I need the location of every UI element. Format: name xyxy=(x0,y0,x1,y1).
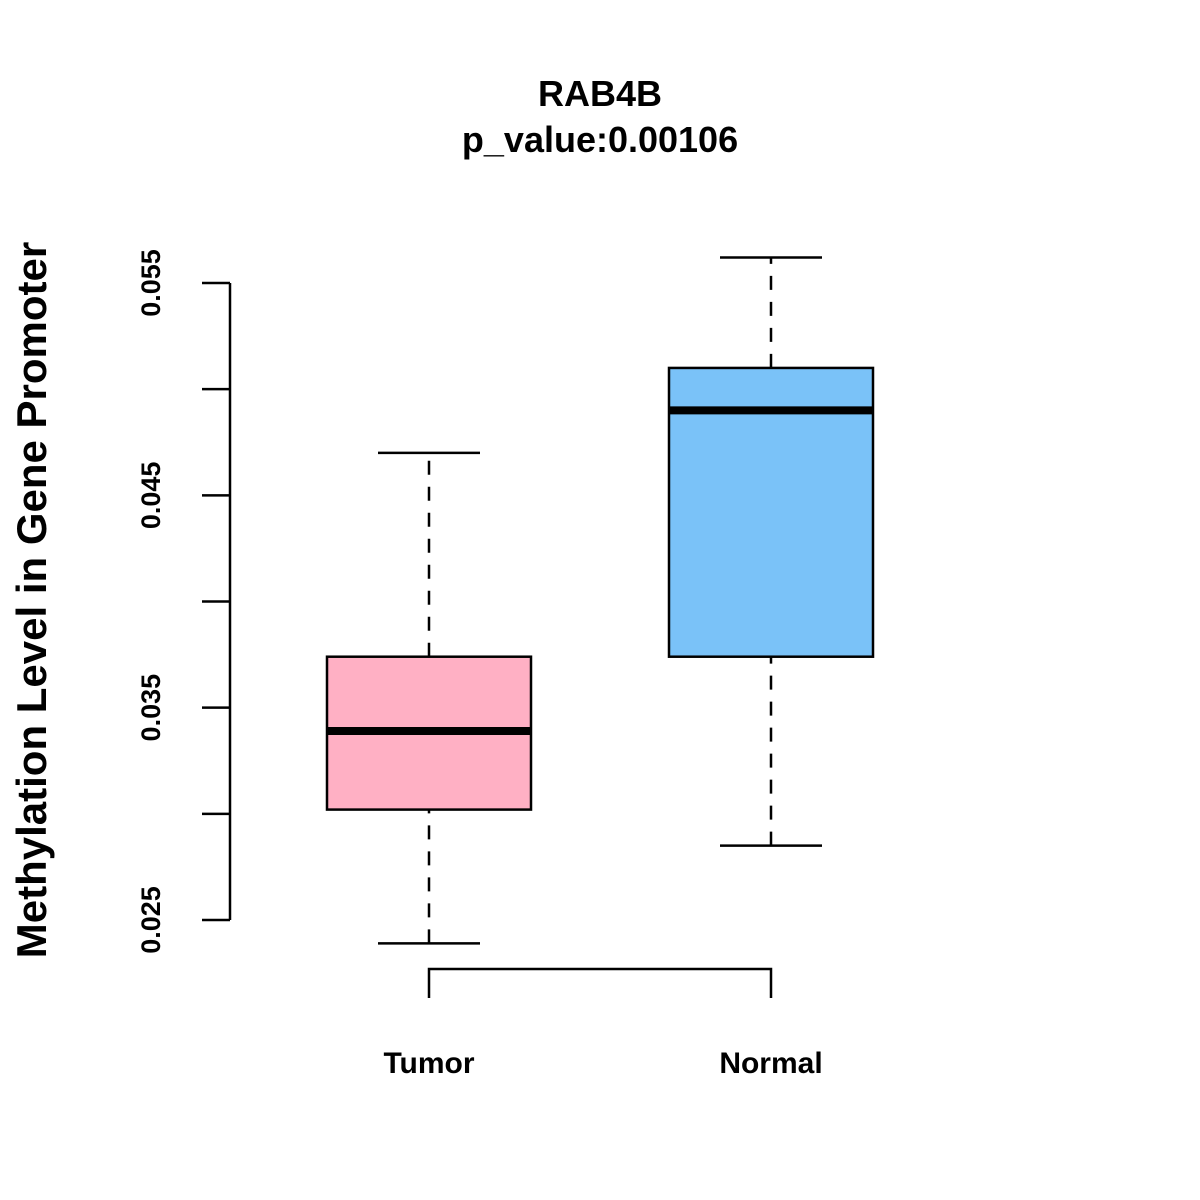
y-tick-label-6: 0.055 xyxy=(136,249,166,317)
y-tick-label-0: 0.025 xyxy=(136,886,166,954)
iqr-box xyxy=(667,366,875,658)
y-tick-label-2: 0.035 xyxy=(136,674,166,742)
comparison-bracket xyxy=(427,967,773,998)
y-axis: 0.025 0.035 0.045 0.055 xyxy=(136,249,232,954)
y-tick-label-4: 0.045 xyxy=(136,462,166,530)
x-axis-labels: Tumor Normal xyxy=(383,1047,822,1080)
boxes xyxy=(325,256,875,945)
x-label-normal: Normal xyxy=(719,1047,822,1080)
x-label-tumor: Tumor xyxy=(383,1047,474,1080)
chart-subtitle: p_value:0.00106 xyxy=(462,119,738,160)
bracket-line xyxy=(427,967,773,998)
y-axis-label: Methylation Level in Gene Promoter xyxy=(8,242,55,958)
chart-title: RAB4B xyxy=(538,73,662,114)
box-tumor xyxy=(325,451,533,945)
box-normal xyxy=(667,256,875,847)
